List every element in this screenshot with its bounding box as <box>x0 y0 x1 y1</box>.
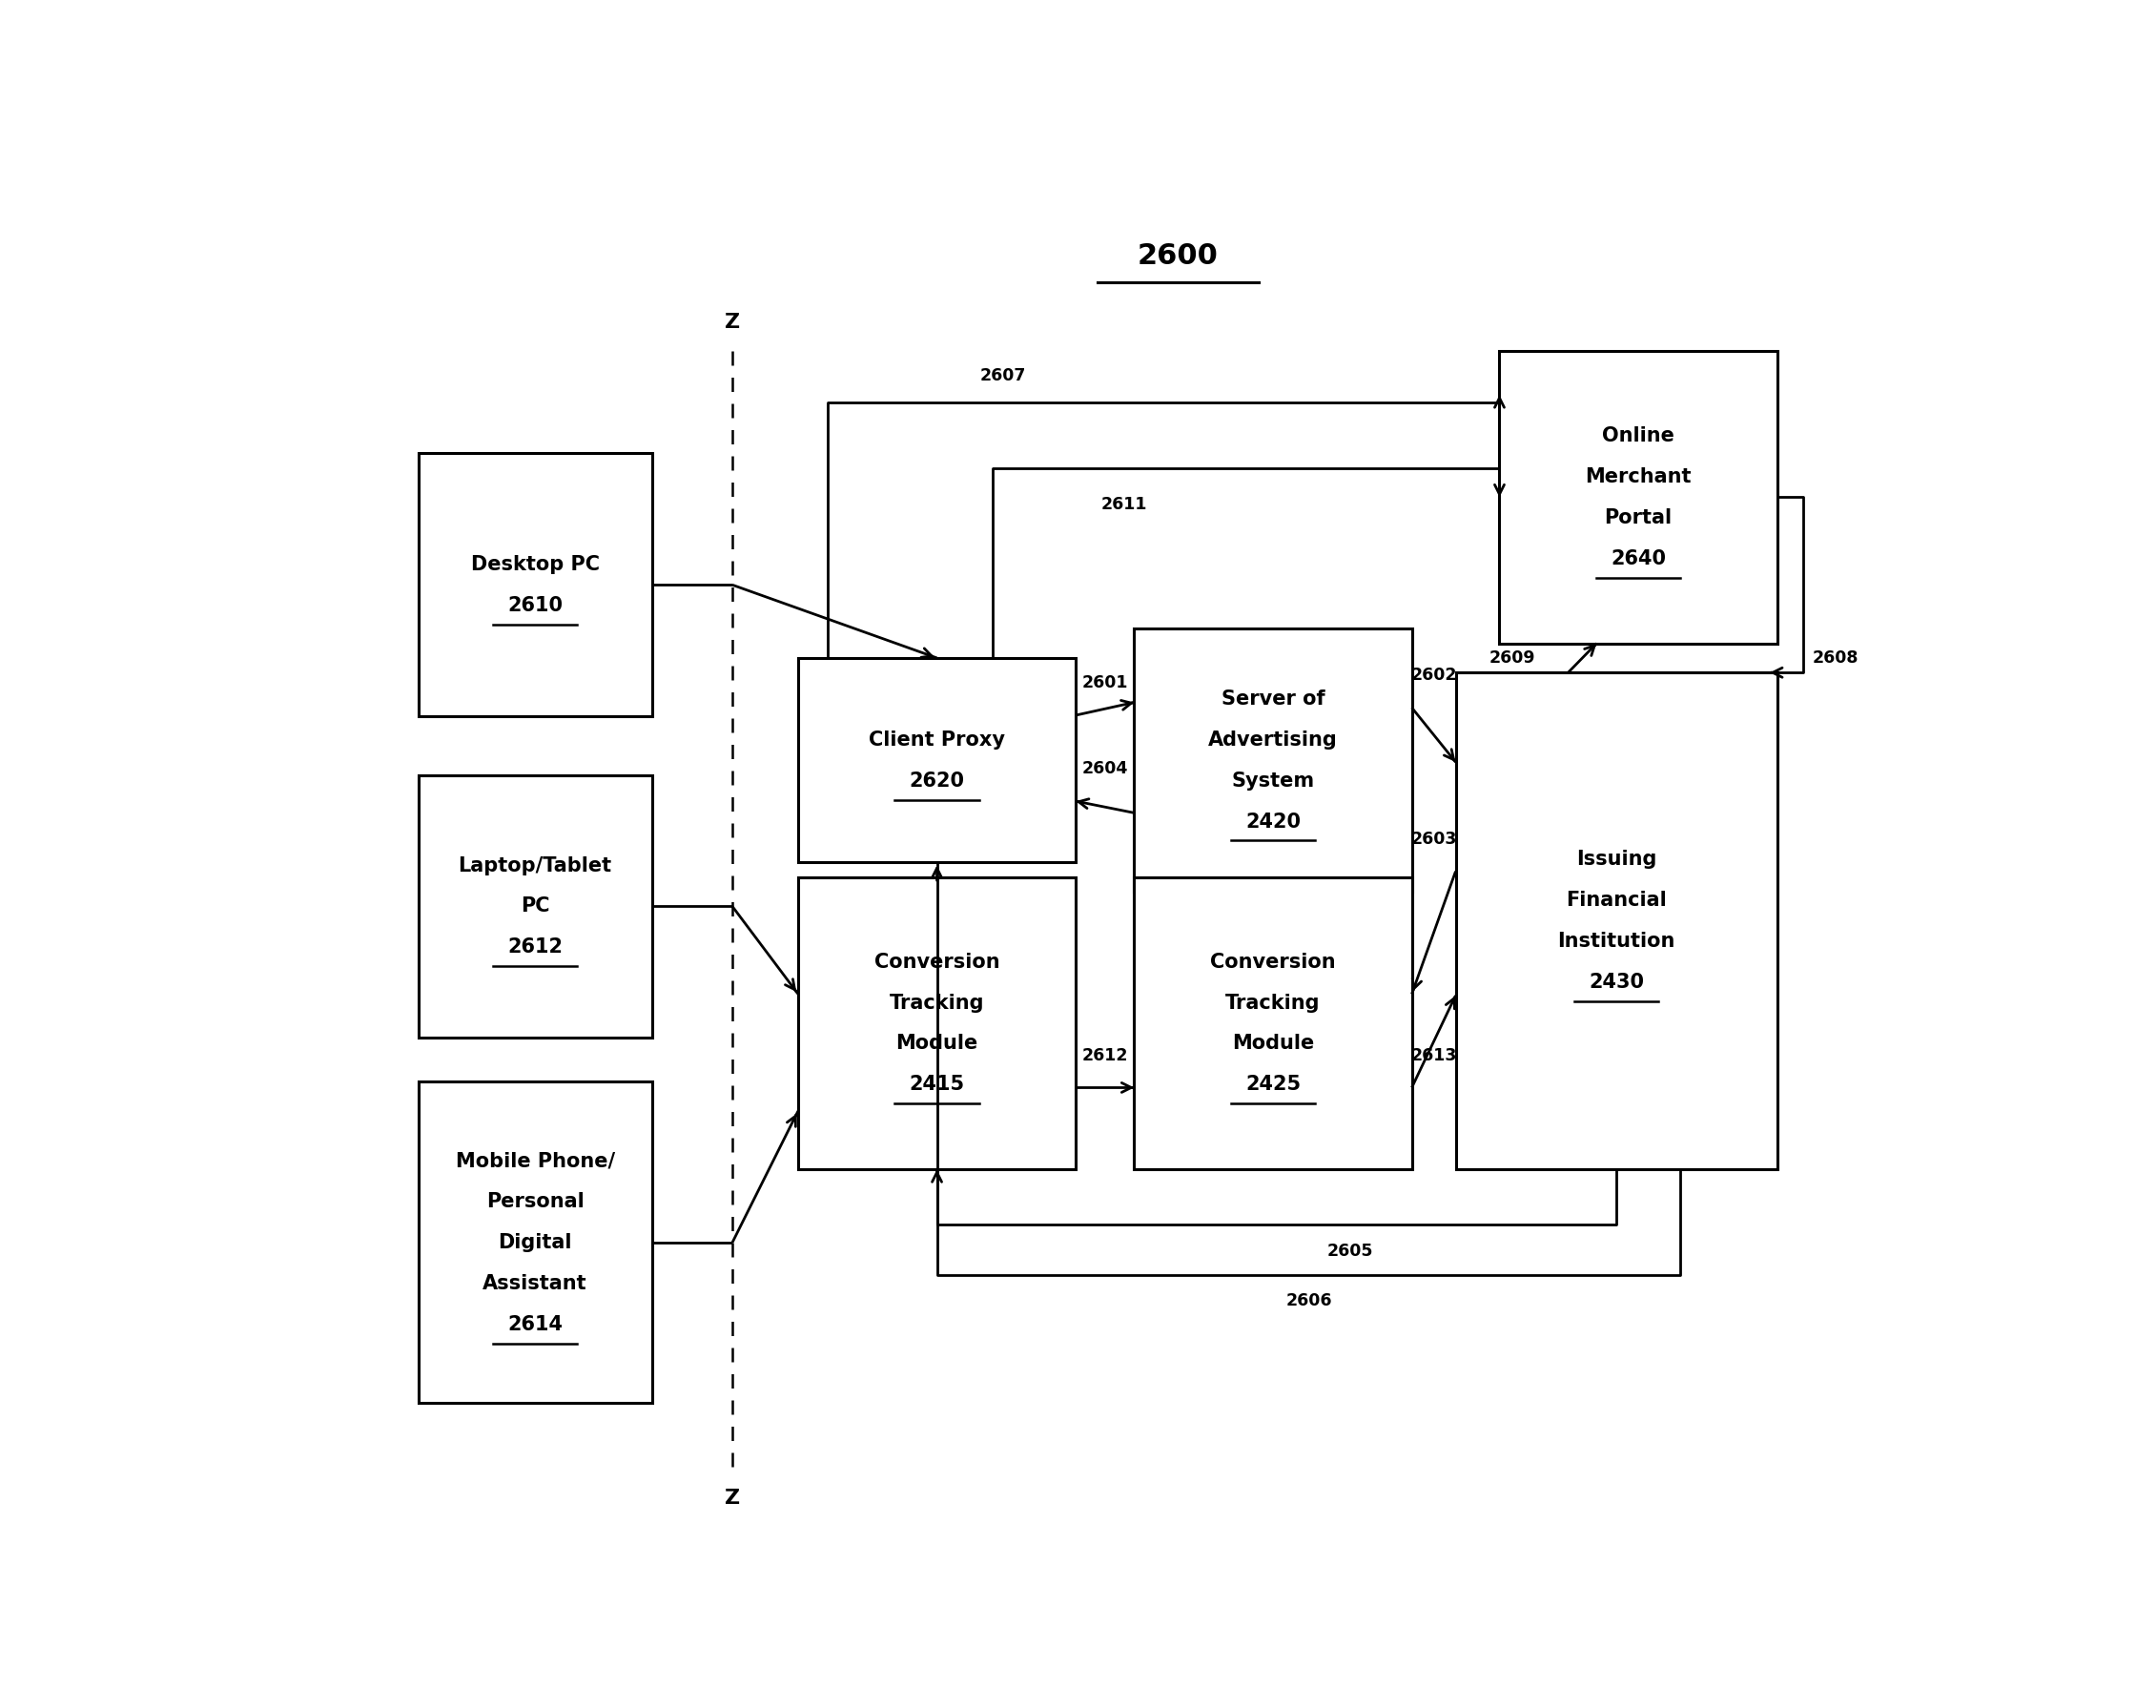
Text: 2600: 2600 <box>1138 243 1218 270</box>
Text: Z: Z <box>724 1489 740 1508</box>
Text: Financial: Financial <box>1565 892 1667 910</box>
Text: Personal: Personal <box>485 1192 584 1211</box>
Text: 2614: 2614 <box>507 1315 563 1334</box>
Text: Desktop PC: Desktop PC <box>470 555 599 574</box>
Text: 2604: 2604 <box>1082 760 1128 777</box>
Text: PC: PC <box>520 897 550 915</box>
Text: Advertising: Advertising <box>1207 731 1337 750</box>
FancyBboxPatch shape <box>418 453 651 716</box>
Text: Tracking: Tracking <box>1225 994 1319 1013</box>
Text: Conversion: Conversion <box>873 953 1000 972</box>
FancyBboxPatch shape <box>1455 673 1777 1170</box>
Text: 2608: 2608 <box>1813 649 1858 666</box>
Text: 2607: 2607 <box>979 367 1026 384</box>
FancyBboxPatch shape <box>798 658 1076 863</box>
Text: Issuing: Issuing <box>1576 851 1656 869</box>
Text: Merchant: Merchant <box>1585 468 1692 487</box>
Text: 2610: 2610 <box>507 596 563 615</box>
Text: Conversion: Conversion <box>1210 953 1337 972</box>
FancyBboxPatch shape <box>418 1081 651 1404</box>
Text: Z: Z <box>724 313 740 331</box>
Text: 2605: 2605 <box>1326 1243 1373 1261</box>
Text: 2609: 2609 <box>1490 649 1535 666</box>
Text: 2602: 2602 <box>1410 666 1457 685</box>
Text: 2601: 2601 <box>1082 675 1128 692</box>
Text: 2620: 2620 <box>910 772 964 791</box>
FancyBboxPatch shape <box>418 775 651 1038</box>
Text: 2613: 2613 <box>1410 1047 1457 1064</box>
Text: Digital: Digital <box>498 1233 571 1252</box>
Text: 2603: 2603 <box>1410 830 1457 847</box>
FancyBboxPatch shape <box>1134 878 1412 1170</box>
Text: 2640: 2640 <box>1611 548 1667 569</box>
Text: 2611: 2611 <box>1102 495 1147 512</box>
Text: Online: Online <box>1602 427 1675 446</box>
Text: Laptop/Tablet: Laptop/Tablet <box>459 856 612 874</box>
Text: Module: Module <box>1231 1035 1315 1054</box>
Text: Module: Module <box>895 1035 979 1054</box>
Text: Tracking: Tracking <box>890 994 985 1013</box>
Text: System: System <box>1231 772 1315 791</box>
Text: 2420: 2420 <box>1246 811 1300 832</box>
Text: Mobile Phone/: Mobile Phone/ <box>455 1151 614 1170</box>
FancyBboxPatch shape <box>1498 352 1777 644</box>
Text: Assistant: Assistant <box>483 1274 586 1293</box>
Text: 2425: 2425 <box>1246 1074 1300 1095</box>
Text: 2612: 2612 <box>507 938 563 956</box>
Text: 2430: 2430 <box>1589 974 1645 992</box>
Text: 2415: 2415 <box>910 1074 964 1095</box>
Text: Portal: Portal <box>1604 509 1673 528</box>
Text: Institution: Institution <box>1557 933 1675 951</box>
FancyBboxPatch shape <box>1134 629 1412 892</box>
Text: 2606: 2606 <box>1285 1293 1332 1310</box>
Text: Client Proxy: Client Proxy <box>869 731 1005 750</box>
FancyBboxPatch shape <box>798 878 1076 1170</box>
Text: 2612: 2612 <box>1082 1047 1128 1064</box>
Text: Server of: Server of <box>1220 690 1324 709</box>
